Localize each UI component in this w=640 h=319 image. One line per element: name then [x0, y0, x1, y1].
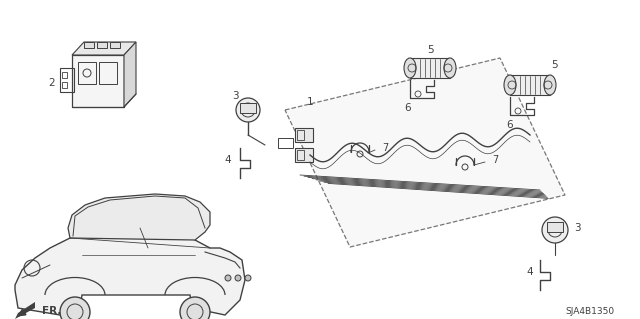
- Polygon shape: [124, 42, 136, 107]
- Circle shape: [245, 275, 251, 281]
- Polygon shape: [72, 42, 136, 55]
- Bar: [297, 150, 304, 160]
- Text: 5: 5: [552, 60, 558, 70]
- Bar: [110, 42, 120, 48]
- Bar: [295, 128, 313, 142]
- Text: 6: 6: [404, 103, 412, 113]
- Bar: [97, 42, 107, 48]
- Bar: [99, 62, 117, 84]
- FancyArrowPatch shape: [19, 307, 33, 315]
- Circle shape: [225, 275, 231, 281]
- Circle shape: [236, 98, 260, 122]
- Bar: [62, 82, 67, 88]
- Ellipse shape: [504, 75, 516, 95]
- Bar: [295, 148, 313, 162]
- Polygon shape: [15, 228, 245, 315]
- Polygon shape: [68, 194, 210, 240]
- Text: 4: 4: [225, 155, 231, 165]
- Text: 7: 7: [382, 143, 388, 153]
- Bar: [72, 55, 124, 107]
- Bar: [297, 130, 304, 140]
- Text: 7: 7: [492, 155, 498, 165]
- Polygon shape: [285, 58, 565, 247]
- Circle shape: [542, 217, 568, 243]
- Ellipse shape: [444, 58, 456, 78]
- Bar: [62, 72, 67, 78]
- Text: 3: 3: [573, 223, 580, 233]
- Text: 5: 5: [427, 45, 433, 55]
- Circle shape: [60, 297, 90, 319]
- Ellipse shape: [404, 58, 416, 78]
- Polygon shape: [15, 302, 35, 319]
- Text: SJA4B1350: SJA4B1350: [565, 308, 614, 316]
- Text: 2: 2: [49, 78, 55, 88]
- Bar: [278, 138, 293, 148]
- Bar: [84, 42, 94, 48]
- Text: FR.: FR.: [42, 306, 61, 316]
- Text: 3: 3: [232, 91, 238, 101]
- Bar: [240, 103, 256, 113]
- Text: 1: 1: [307, 97, 314, 107]
- Text: 4: 4: [527, 267, 533, 277]
- Bar: [547, 222, 563, 232]
- Bar: [410, 58, 450, 78]
- Bar: [60, 68, 74, 92]
- Bar: [510, 75, 550, 95]
- Circle shape: [180, 297, 210, 319]
- Bar: [78, 62, 96, 84]
- Ellipse shape: [544, 75, 556, 95]
- Circle shape: [235, 275, 241, 281]
- Text: 6: 6: [507, 120, 513, 130]
